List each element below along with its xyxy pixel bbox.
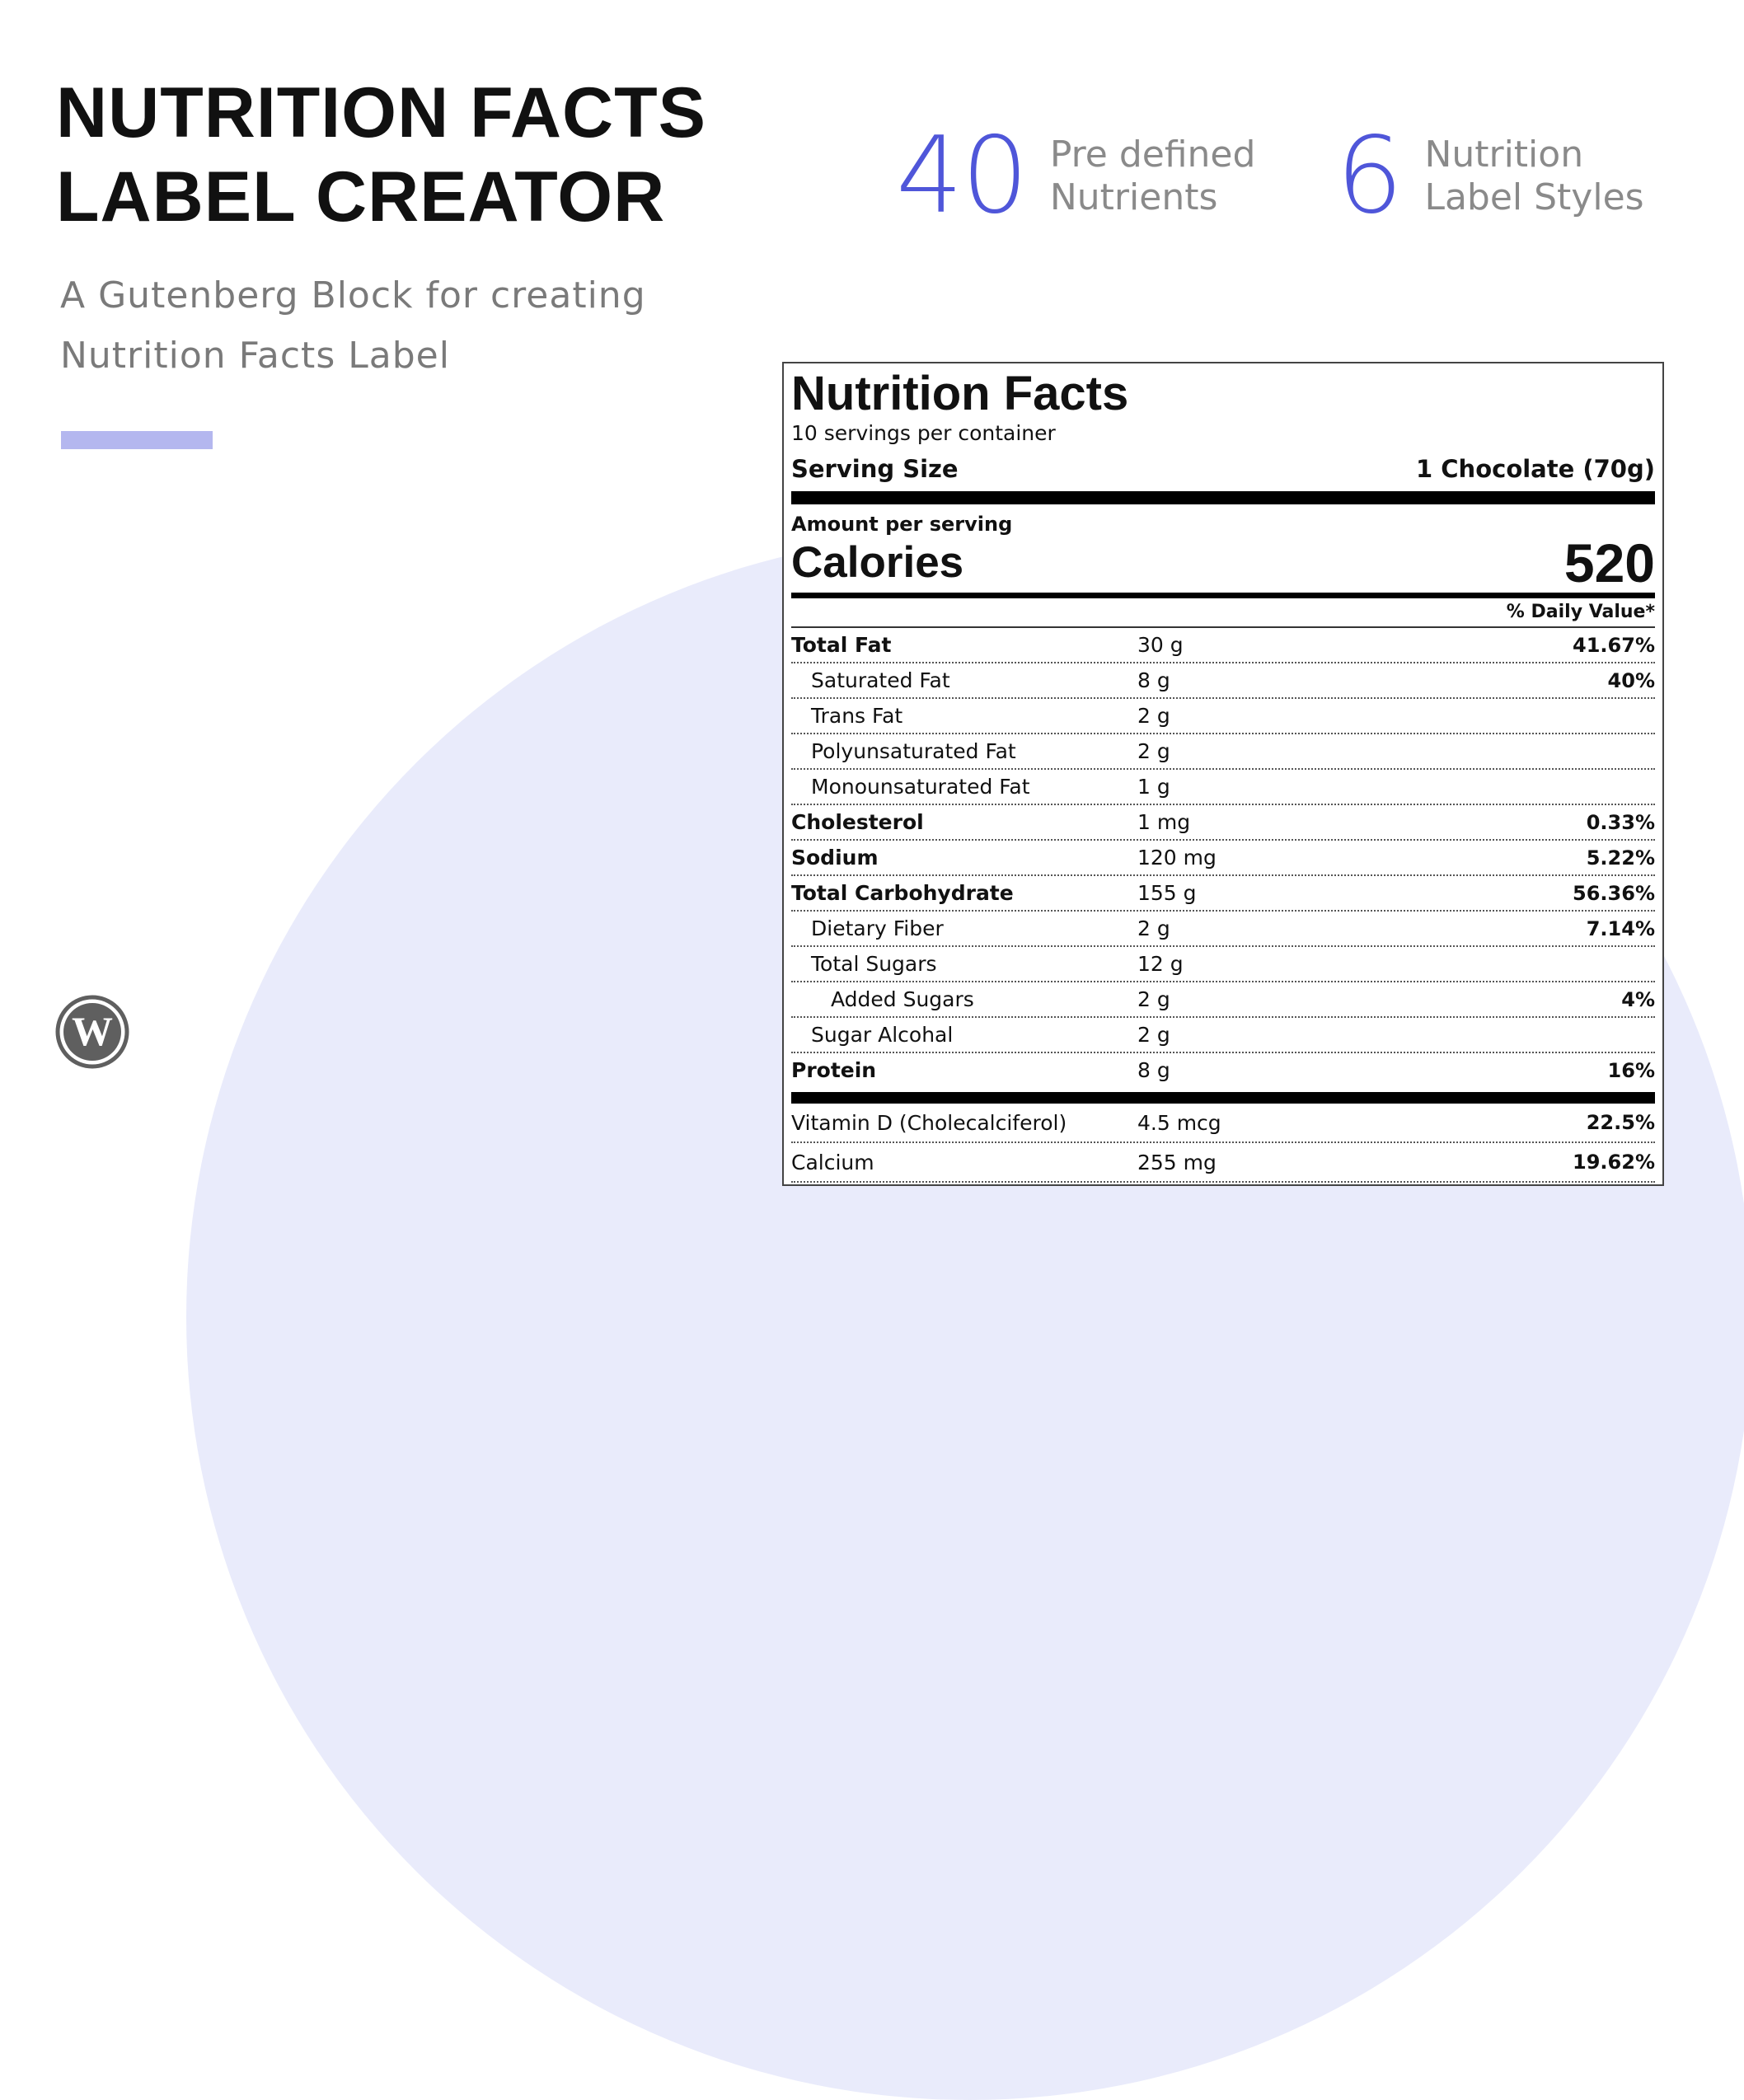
- servings-per-container: 10 servings per container: [791, 421, 1056, 445]
- wordpress-logo-icon: W: [54, 994, 130, 1070]
- page-subtitle: A Gutenberg Block for creating Nutrition…: [60, 265, 646, 386]
- vitamin-row: Calcium 255 mg 19.62%: [791, 1143, 1655, 1183]
- nutrient-name: Added Sugars: [831, 987, 974, 1011]
- nutrient-row: Dietary Fiber 2 g 7.14%: [791, 912, 1655, 947]
- serving-size-row: Serving Size 1 Chocolate (70g): [791, 454, 1655, 484]
- nutrient-name: Protein: [791, 1058, 877, 1082]
- accent-bar: [61, 431, 213, 449]
- calories-value: 520: [1564, 532, 1655, 593]
- stat-description: Pre defined Nutrients: [1050, 134, 1256, 219]
- nutrient-amount: 155 g: [1137, 881, 1197, 905]
- calories-label: Calories: [791, 538, 964, 587]
- nutrient-row: Trans Fat 2 g: [791, 699, 1655, 734]
- nutrient-daily-value: 0.33%: [1586, 810, 1655, 834]
- nutrient-amount: 8 g: [1137, 668, 1170, 692]
- svg-text:W: W: [72, 1008, 113, 1054]
- nutrient-name: Vitamin D (Cholecalciferol): [791, 1110, 1067, 1135]
- nutrient-amount: 2 g: [1137, 916, 1170, 940]
- nutrient-name: Saturated Fat: [811, 668, 950, 692]
- medium-divider: [791, 593, 1655, 598]
- nutrient-row: Total Fat 30 g 41.67%: [791, 628, 1655, 663]
- nutrient-amount: 2 g: [1137, 987, 1170, 1011]
- stat-label-styles: 6 Nutrition Label Styles: [1336, 124, 1644, 229]
- nutrient-name: Dietary Fiber: [811, 916, 944, 940]
- nutrient-amount: 8 g: [1137, 1058, 1170, 1082]
- nutrient-amount: 1 mg: [1137, 810, 1191, 834]
- serving-size-label: Serving Size: [791, 455, 959, 483]
- amount-per-serving: Amount per serving: [791, 513, 1013, 536]
- title-line-1: NUTRITION FACTS: [56, 73, 706, 152]
- nutrient-daily-value: 16%: [1607, 1058, 1655, 1082]
- nutrient-daily-value: 19.62%: [1573, 1151, 1655, 1174]
- serving-size-value: 1 Chocolate (70g): [1416, 455, 1655, 483]
- nutrient-row: Added Sugars 2 g 4%: [791, 982, 1655, 1018]
- page-title: NUTRITION FACTS LABEL CREATOR: [56, 71, 706, 239]
- nutrient-row: Monounsaturated Fat 1 g: [791, 770, 1655, 805]
- nutrition-facts-label: Nutrition Facts 10 servings per containe…: [782, 362, 1664, 1186]
- nutrient-row: Protein 8 g 16%: [791, 1053, 1655, 1087]
- nutrient-amount: 12 g: [1137, 952, 1184, 976]
- stat-number: 6: [1336, 115, 1403, 237]
- nutrient-amount: 2 g: [1137, 1023, 1170, 1047]
- nutrient-amount: 30 g: [1137, 633, 1184, 657]
- calories-row: Calories 520: [791, 532, 1655, 593]
- stat-description-line-1: Nutrition: [1424, 134, 1584, 176]
- nutrient-amount: 1 g: [1137, 775, 1170, 799]
- nutrient-daily-value: 4%: [1621, 987, 1655, 1011]
- stat-predefined-nutrients: 40 Pre defined Nutrients: [896, 124, 1255, 229]
- nutrient-row: Total Carbohydrate 155 g 56.36%: [791, 876, 1655, 912]
- label-title: Nutrition Facts: [791, 367, 1129, 420]
- nutrient-name: Cholesterol: [791, 810, 924, 834]
- nutrient-row: Saturated Fat 8 g 40%: [791, 663, 1655, 699]
- nutrient-name: Total Carbohydrate: [791, 881, 1014, 905]
- stat-number: 40: [896, 115, 1029, 237]
- nutrient-name: Polyunsaturated Fat: [811, 739, 1016, 763]
- nutrient-daily-value: 56.36%: [1573, 881, 1655, 905]
- stat-description: Nutrition Label Styles: [1424, 134, 1643, 219]
- title-line-2: LABEL CREATOR: [56, 157, 666, 237]
- nutrient-name: Total Fat: [791, 633, 892, 657]
- nutrient-amount: 2 g: [1137, 739, 1170, 763]
- nutrient-row: Sugar Alcohal 2 g: [791, 1018, 1655, 1053]
- daily-value-header: % Daily Value*: [791, 598, 1655, 628]
- nutrient-name: Total Sugars: [811, 952, 937, 976]
- nutrient-row: Polyunsaturated Fat 2 g: [791, 734, 1655, 770]
- nutrient-daily-value: 7.14%: [1586, 916, 1655, 940]
- nutrient-daily-value: 5.22%: [1586, 846, 1655, 870]
- subtitle-line-1: A Gutenberg Block for creating: [60, 274, 646, 316]
- nutrient-name: Sodium: [791, 846, 879, 870]
- thick-divider: [791, 1092, 1655, 1104]
- thick-divider: [791, 491, 1655, 504]
- nutrient-daily-value: 41.67%: [1573, 633, 1655, 657]
- stat-description-line-2: Label Styles: [1424, 176, 1644, 218]
- nutrient-amount: 2 g: [1137, 704, 1170, 728]
- nutrient-daily-value: 40%: [1607, 668, 1655, 692]
- nutrient-name: Trans Fat: [811, 704, 903, 728]
- nutrient-name: Sugar Alcohal: [811, 1023, 954, 1047]
- nutrient-amount: 120 mg: [1137, 846, 1217, 870]
- stat-description-line-1: Pre defined: [1049, 134, 1256, 176]
- nutrient-row: Total Sugars 12 g: [791, 947, 1655, 982]
- nutrient-daily-value: 22.5%: [1586, 1111, 1655, 1134]
- stat-description-line-2: Nutrients: [1049, 176, 1218, 218]
- nutrient-row: Sodium 120 mg 5.22%: [791, 841, 1655, 876]
- nutrient-row: Cholesterol 1 mg 0.33%: [791, 805, 1655, 841]
- subtitle-line-2: Nutrition Facts Label: [60, 335, 450, 377]
- vitamin-row: Vitamin D (Cholecalciferol) 4.5 mcg 22.5…: [791, 1104, 1655, 1143]
- nutrient-name: Monounsaturated Fat: [811, 775, 1030, 799]
- nutrient-amount: 4.5 mcg: [1137, 1110, 1221, 1135]
